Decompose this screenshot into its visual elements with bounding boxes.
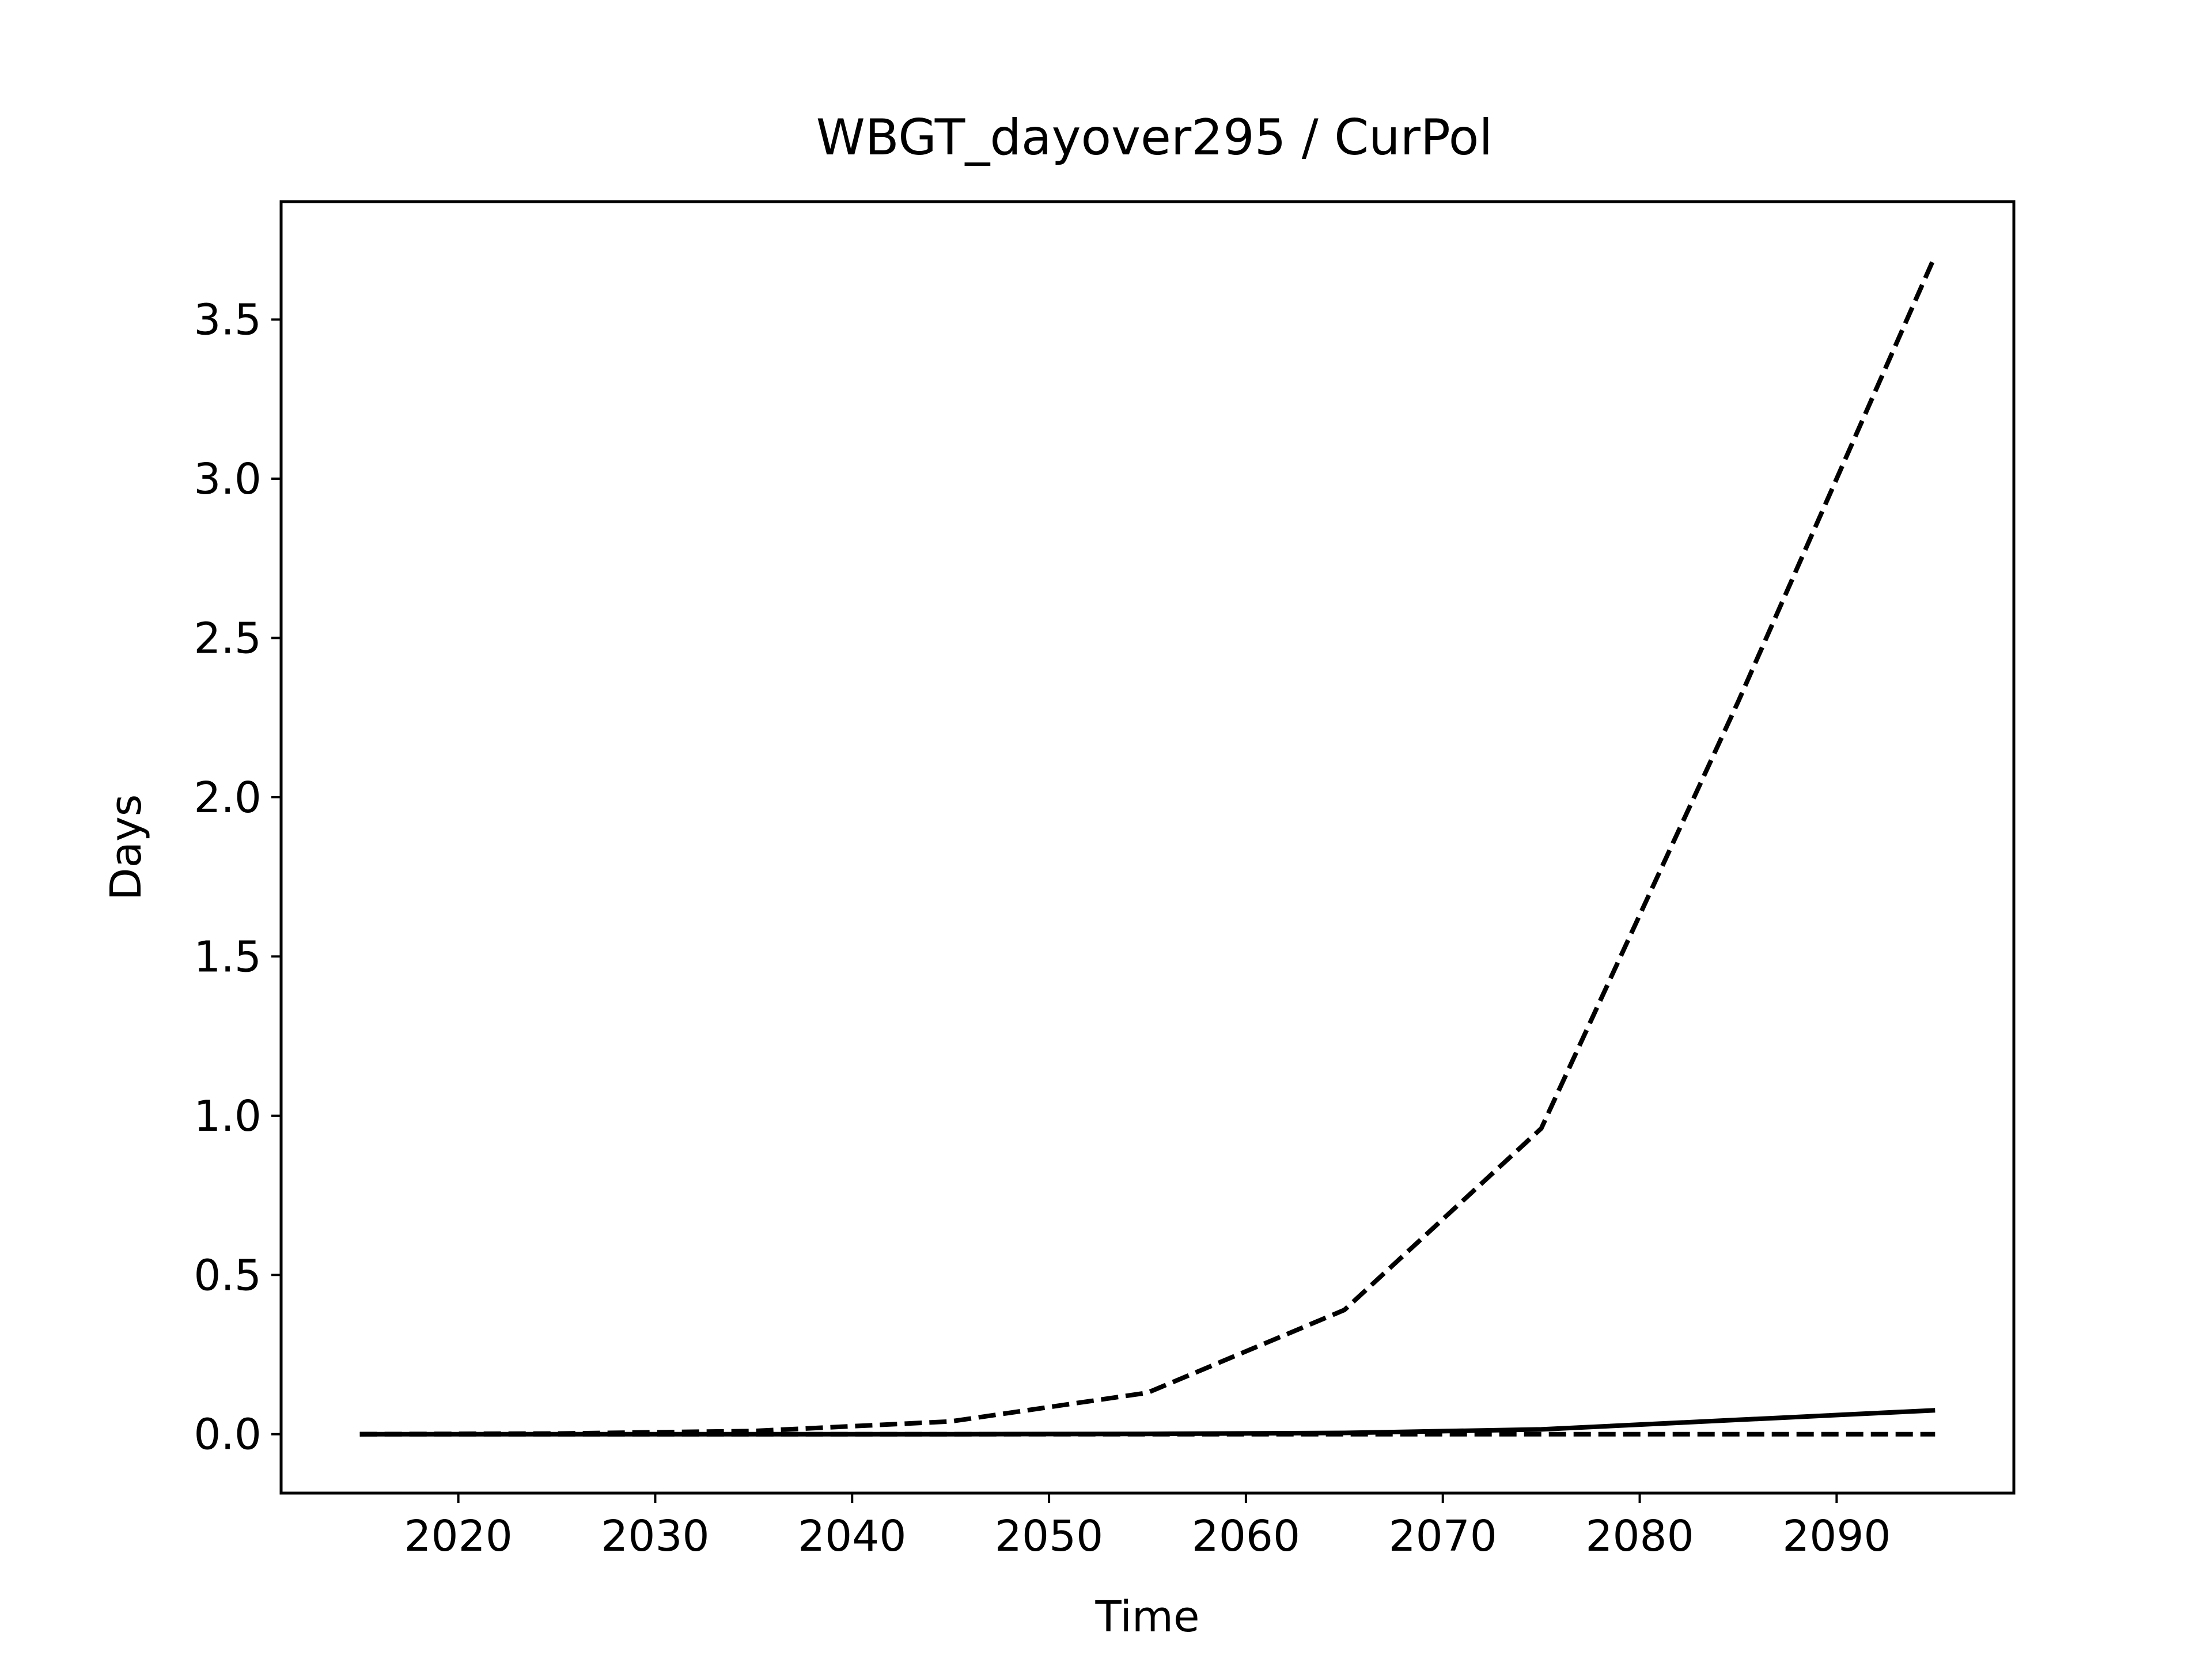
x-tick-label: 2040 <box>798 1512 906 1561</box>
y-tick-label: 3.0 <box>194 454 262 504</box>
x-tick-label: 2020 <box>404 1512 512 1561</box>
x-axis-label: Time <box>1094 1592 1199 1642</box>
y-tick-label: 3.5 <box>194 296 262 345</box>
x-tick-label: 2030 <box>601 1512 709 1561</box>
plot-frame <box>279 200 2016 1495</box>
y-tick-label: 2.5 <box>194 613 262 663</box>
x-axis: 2020 2030 2040 2050 2060 2070 2080 2090 <box>404 1493 1891 1561</box>
y-tick-label: 2.0 <box>194 773 262 823</box>
chart-title: WBGT_dayover295 / CurPol <box>816 109 1493 166</box>
x-tick-label: 2070 <box>1389 1512 1497 1561</box>
y-tick-label: 1.0 <box>194 1092 262 1141</box>
y-axis: 0.0 0.5 1.0 1.5 2.0 2.5 3.0 3.5 <box>194 296 281 1460</box>
x-tick-label: 2060 <box>1192 1512 1300 1561</box>
series-layer <box>359 255 1937 1437</box>
y-tick-label: 0.5 <box>194 1251 262 1300</box>
y-axis-label: Days <box>101 794 151 901</box>
x-tick-label: 2090 <box>1782 1512 1891 1561</box>
y-tick-label: 1.5 <box>194 932 262 982</box>
x-tick-label: 2080 <box>1585 1512 1694 1561</box>
y-tick-label: 0.0 <box>194 1410 262 1460</box>
x-tick-label: 2050 <box>995 1512 1103 1561</box>
